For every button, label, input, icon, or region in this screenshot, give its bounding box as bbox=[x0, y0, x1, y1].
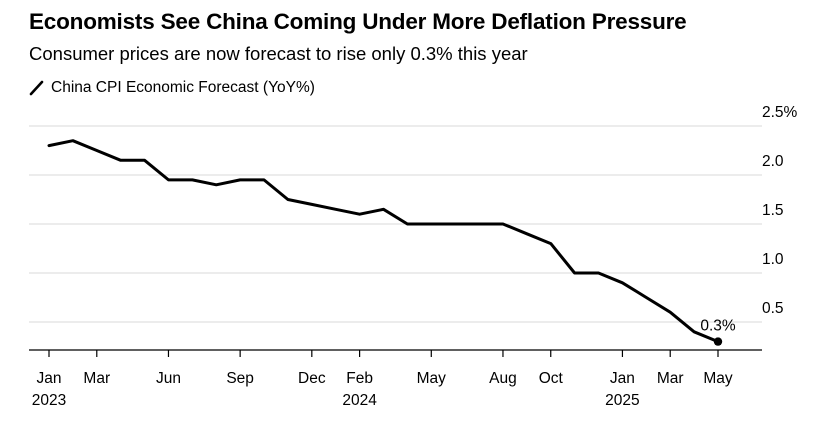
x-tick-label: Jan bbox=[610, 370, 635, 387]
x-tick-year-label: 2024 bbox=[342, 392, 377, 409]
y-tick-label: 0.5 bbox=[762, 300, 784, 317]
endpoint-marker bbox=[713, 337, 723, 346]
y-tick-label: 2.5% bbox=[762, 104, 798, 121]
legend-line-icon bbox=[29, 80, 44, 96]
endpoint-value-label: 0.3% bbox=[700, 318, 736, 335]
x-tick-year-label: 2025 bbox=[605, 392, 639, 409]
x-tick-label: Dec bbox=[298, 370, 326, 387]
x-tick-label: Oct bbox=[539, 370, 564, 387]
legend-label: China CPI Economic Forecast (YoY%) bbox=[51, 79, 315, 96]
series-line-0 bbox=[47, 139, 720, 344]
x-tick-label: May bbox=[417, 370, 447, 387]
y-tick-label: 1.5 bbox=[762, 202, 784, 219]
x-tick-label: Jun bbox=[156, 370, 181, 387]
chart-subtitle: Consumer prices are now forecast to rise… bbox=[29, 43, 528, 64]
x-tick-label: Mar bbox=[657, 370, 684, 387]
x-tick-label: Feb bbox=[346, 370, 373, 387]
x-tick-label: Sep bbox=[226, 370, 254, 387]
legend: China CPI Economic Forecast (YoY%) bbox=[29, 77, 315, 99]
x-tick-label: Jan bbox=[37, 370, 62, 387]
x-tick-label: Aug bbox=[489, 370, 517, 387]
y-tick-label: 1.0 bbox=[762, 251, 784, 268]
x-tick-label: May bbox=[703, 370, 733, 387]
x-tick-label: Mar bbox=[83, 370, 110, 387]
y-tick-label: 2.0 bbox=[762, 153, 784, 170]
chart-title: Economists See China Coming Under More D… bbox=[29, 9, 687, 34]
x-tick-year-label: 2023 bbox=[32, 392, 66, 409]
